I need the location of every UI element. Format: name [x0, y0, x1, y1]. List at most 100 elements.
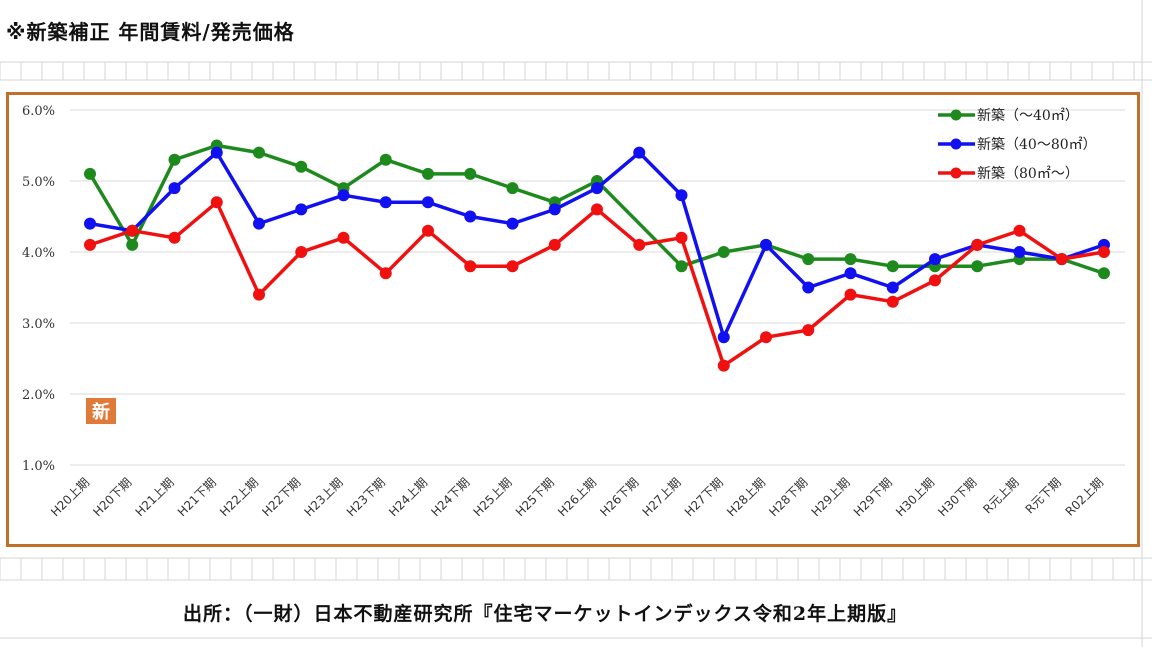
data-point — [802, 253, 815, 266]
data-point — [379, 196, 392, 209]
y-tick-label: 1.0% — [22, 459, 55, 474]
data-point — [717, 331, 730, 344]
x-tick-label: H22下期 — [259, 475, 303, 519]
x-tick-label: H26下期 — [597, 475, 641, 519]
x-tick-label: H27上期 — [640, 475, 684, 519]
data-point — [844, 253, 857, 266]
data-point — [844, 267, 857, 280]
y-tick-label: 6.0% — [22, 104, 55, 119]
data-point — [168, 153, 181, 166]
data-point — [1098, 267, 1110, 280]
data-point — [379, 267, 392, 280]
legend-label: 新築（40～80㎡） — [977, 137, 1097, 153]
data-point — [253, 217, 265, 230]
x-tick-label: H20下期 — [90, 475, 134, 519]
data-point — [844, 288, 857, 301]
legend-swatch-marker — [950, 138, 962, 150]
legend-swatch-marker — [950, 109, 962, 121]
x-tick-label: H25下期 — [513, 475, 557, 519]
data-point — [1055, 253, 1068, 266]
data-point — [337, 189, 350, 202]
x-tick-label: R元下期 — [1023, 475, 1064, 516]
data-point — [1013, 224, 1026, 237]
data-point — [548, 203, 561, 216]
data-point — [253, 288, 265, 301]
series-line — [89, 200, 1105, 368]
data-point — [84, 217, 96, 230]
data-point — [84, 167, 96, 180]
data-point — [464, 210, 477, 223]
legend-label: 新築（80㎡～） — [977, 166, 1079, 182]
x-tick-label: H24上期 — [386, 475, 430, 519]
data-point — [422, 224, 434, 237]
page-title: ※新築補正 年間賃料/発売価格 — [6, 20, 295, 44]
data-point — [591, 203, 603, 216]
legend-swatch-marker — [950, 167, 962, 179]
chart-frame — [6, 92, 1140, 547]
data-point — [506, 260, 519, 273]
data-point — [379, 153, 392, 166]
data-point — [675, 231, 688, 244]
x-tick-label: H23上期 — [302, 475, 346, 519]
data-point — [886, 295, 899, 308]
x-tick-label: R元上期 — [980, 475, 1021, 516]
data-point — [464, 167, 477, 180]
data-point — [295, 203, 308, 216]
x-tick-label: H29下期 — [851, 475, 895, 519]
data-point — [675, 189, 688, 202]
x-tick-label: H28上期 — [724, 475, 768, 519]
x-tick-label: R02上期 — [1063, 475, 1107, 519]
data-point — [886, 281, 899, 294]
data-point — [675, 260, 688, 273]
data-point — [464, 260, 477, 273]
x-tick-label: H21下期 — [175, 475, 219, 519]
y-tick-label: 3.0% — [22, 317, 55, 332]
data-point — [591, 182, 603, 195]
data-point — [168, 231, 181, 244]
data-point — [295, 246, 308, 258]
x-tick-label: H27下期 — [682, 475, 726, 519]
data-point — [506, 217, 519, 230]
data-point — [760, 238, 772, 251]
data-point — [422, 167, 434, 180]
data-point — [1098, 246, 1110, 258]
x-tick-label: H28下期 — [766, 475, 810, 519]
data-point — [633, 238, 646, 251]
data-point — [126, 224, 139, 237]
data-point — [760, 331, 772, 344]
x-tick-label: H21上期 — [133, 475, 177, 519]
data-point — [802, 281, 815, 294]
data-point — [295, 160, 308, 173]
data-point — [168, 182, 181, 195]
data-point — [633, 146, 646, 159]
source-caption: 出所：（一財）日本不動産研究所『住宅マーケットインデックス令和2年上期版』 — [183, 603, 908, 625]
x-tick-label: H25上期 — [471, 475, 515, 519]
data-point — [929, 274, 941, 287]
new-badge: 新 — [86, 398, 116, 424]
y-tick-label: 5.0% — [22, 175, 55, 190]
legend-label: 新築（～40㎡） — [977, 108, 1079, 124]
data-point — [717, 359, 730, 372]
data-point — [1013, 246, 1026, 258]
y-tick-label: 4.0% — [22, 246, 55, 261]
data-point — [84, 238, 96, 251]
data-point — [506, 182, 519, 195]
data-point — [886, 260, 899, 273]
x-tick-label: H29上期 — [809, 475, 853, 519]
data-point — [126, 238, 139, 251]
x-tick-label: H24下期 — [428, 475, 472, 519]
x-tick-label: H30上期 — [893, 475, 937, 519]
data-point — [971, 238, 984, 251]
data-point — [717, 246, 730, 258]
data-point — [337, 231, 350, 244]
x-tick-label: H23下期 — [344, 475, 388, 519]
data-point — [548, 238, 561, 251]
y-tick-label: 2.0% — [22, 388, 55, 403]
x-tick-label: H22上期 — [217, 475, 261, 519]
data-point — [802, 324, 815, 337]
data-point — [210, 146, 223, 159]
data-point — [929, 253, 941, 266]
data-point — [210, 196, 223, 209]
series-line — [88, 143, 1105, 275]
